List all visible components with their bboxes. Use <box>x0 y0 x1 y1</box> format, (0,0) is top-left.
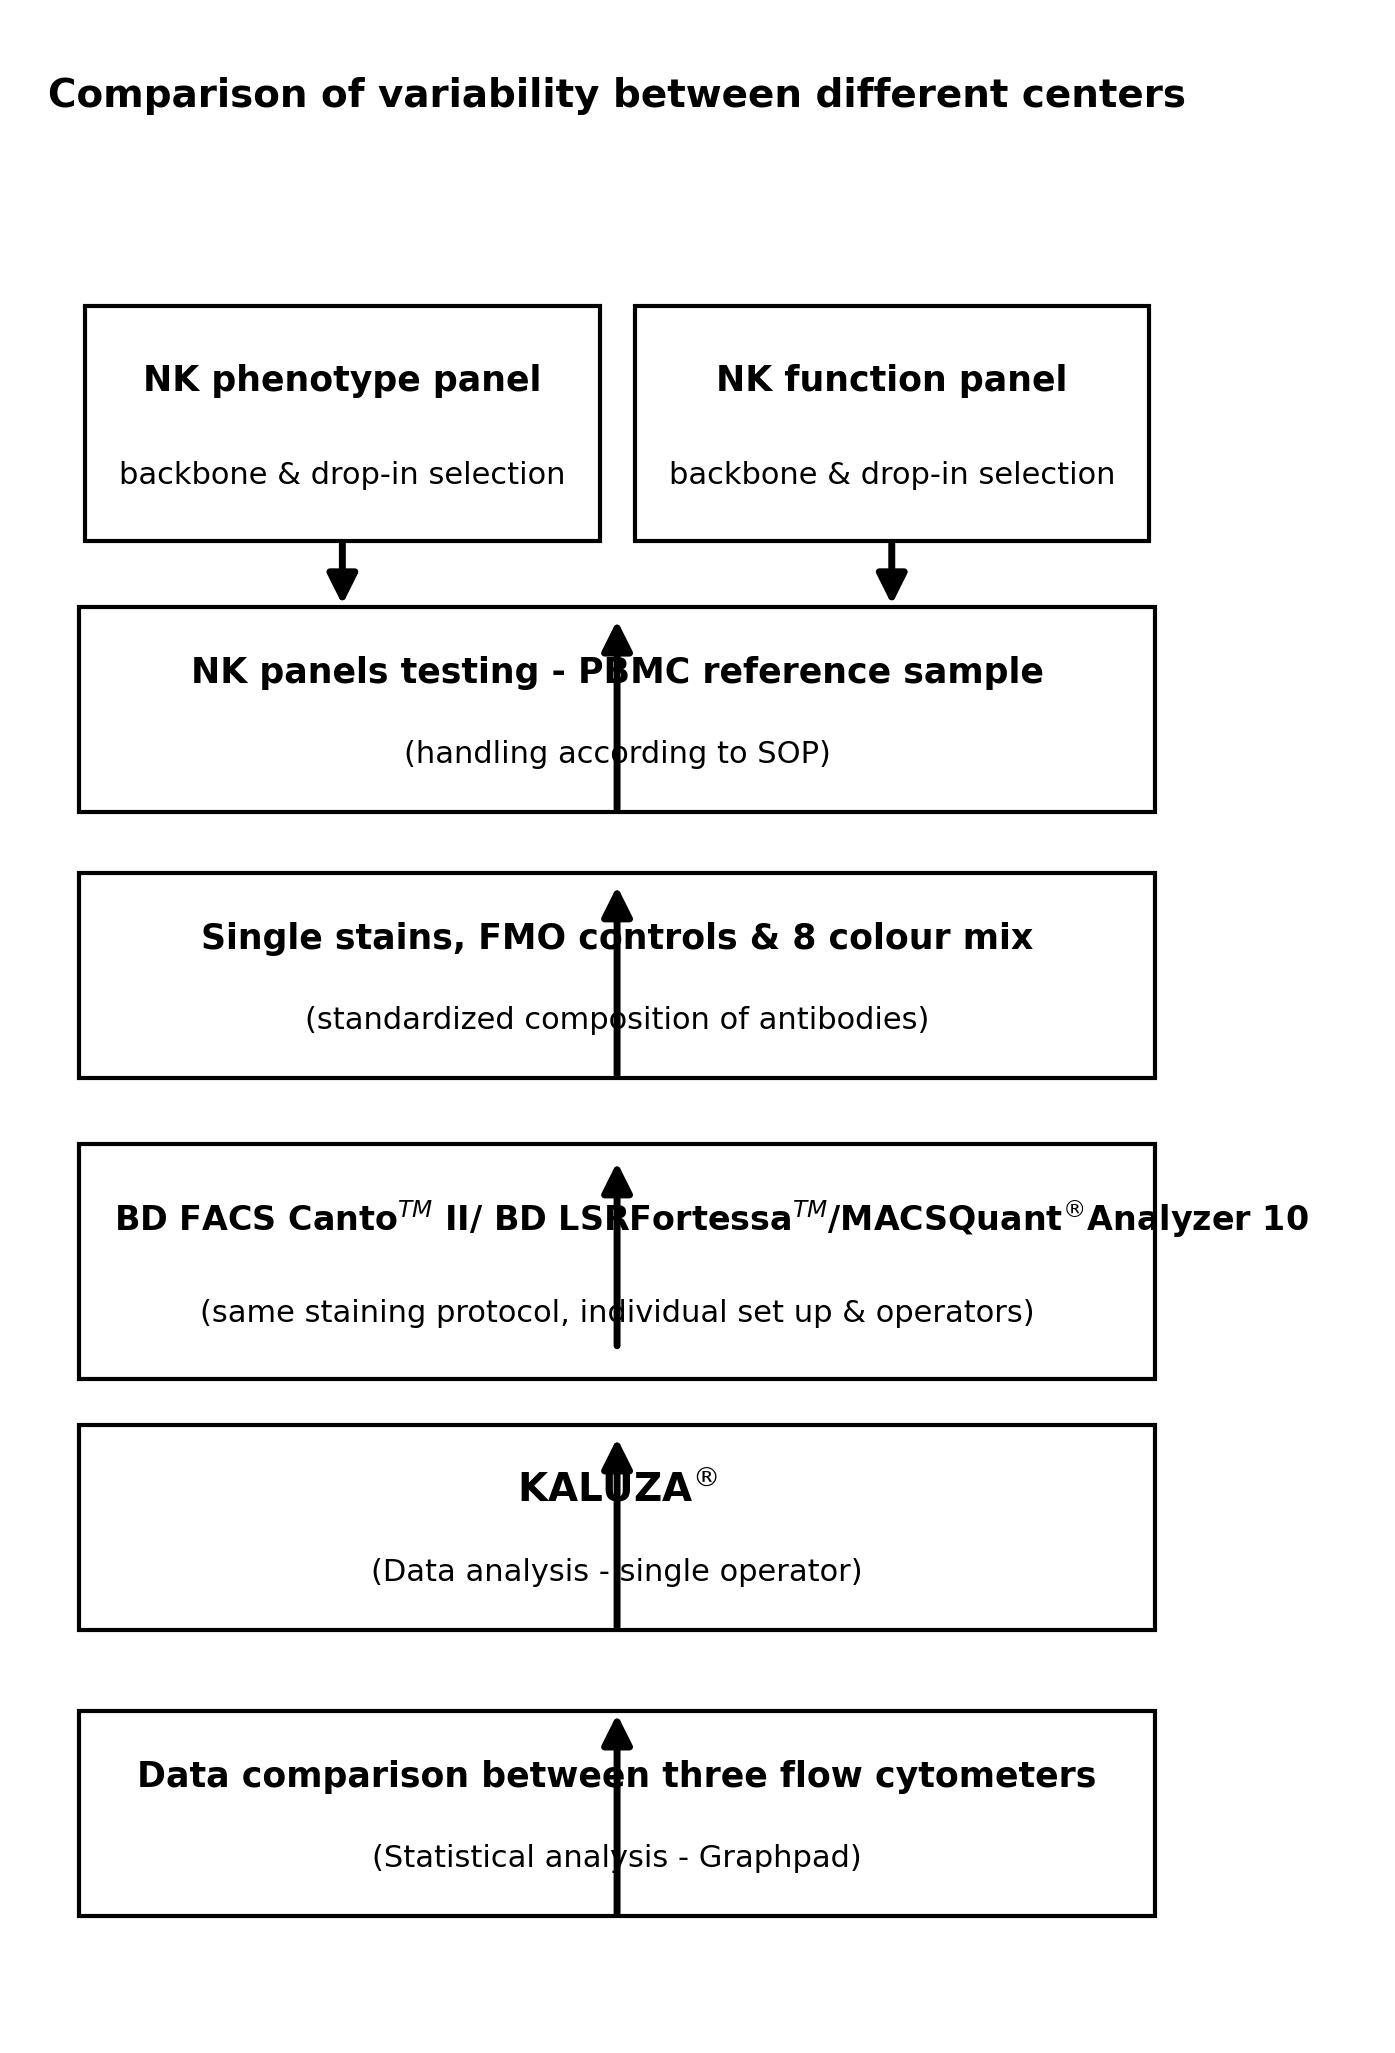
Text: NK function panel: NK function panel <box>716 363 1067 398</box>
Text: (Data analysis - single operator): (Data analysis - single operator) <box>371 1558 864 1587</box>
Text: (handling according to SOP): (handling according to SOP) <box>403 739 830 770</box>
FancyBboxPatch shape <box>80 1144 1155 1380</box>
Text: BD FACS Canto$^{TM}$ II/ BD LSRFortessa$^{TM}$/MACSQuant$^{®}$Analyzer 10: BD FACS Canto$^{TM}$ II/ BD LSRFortessa$… <box>114 1199 1309 1240</box>
FancyBboxPatch shape <box>635 306 1149 540</box>
FancyBboxPatch shape <box>85 306 600 540</box>
Text: Data comparison between three flow cytometers: Data comparison between three flow cytom… <box>137 1759 1096 1794</box>
Text: NK panels testing - PBMC reference sample: NK panels testing - PBMC reference sampl… <box>191 655 1043 690</box>
FancyBboxPatch shape <box>80 1425 1155 1630</box>
Text: (Statistical analysis - Graphpad): (Statistical analysis - Graphpad) <box>372 1844 862 1872</box>
Text: NK phenotype panel: NK phenotype panel <box>144 363 541 398</box>
Text: KALUZA$^{®}$: KALUZA$^{®}$ <box>516 1472 717 1509</box>
FancyBboxPatch shape <box>80 873 1155 1078</box>
Text: (standardized composition of antibodies): (standardized composition of antibodies) <box>306 1006 929 1035</box>
FancyBboxPatch shape <box>80 608 1155 811</box>
Text: backbone & drop-in selection: backbone & drop-in selection <box>119 460 565 489</box>
Text: backbone & drop-in selection: backbone & drop-in selection <box>668 460 1115 489</box>
Text: Single stains, FMO controls & 8 colour mix: Single stains, FMO controls & 8 colour m… <box>201 922 1034 955</box>
FancyBboxPatch shape <box>80 1712 1155 1915</box>
Text: (same staining protocol, individual set up & operators): (same staining protocol, individual set … <box>199 1300 1034 1328</box>
Text: Comparison of variability between different centers: Comparison of variability between differ… <box>47 78 1186 115</box>
